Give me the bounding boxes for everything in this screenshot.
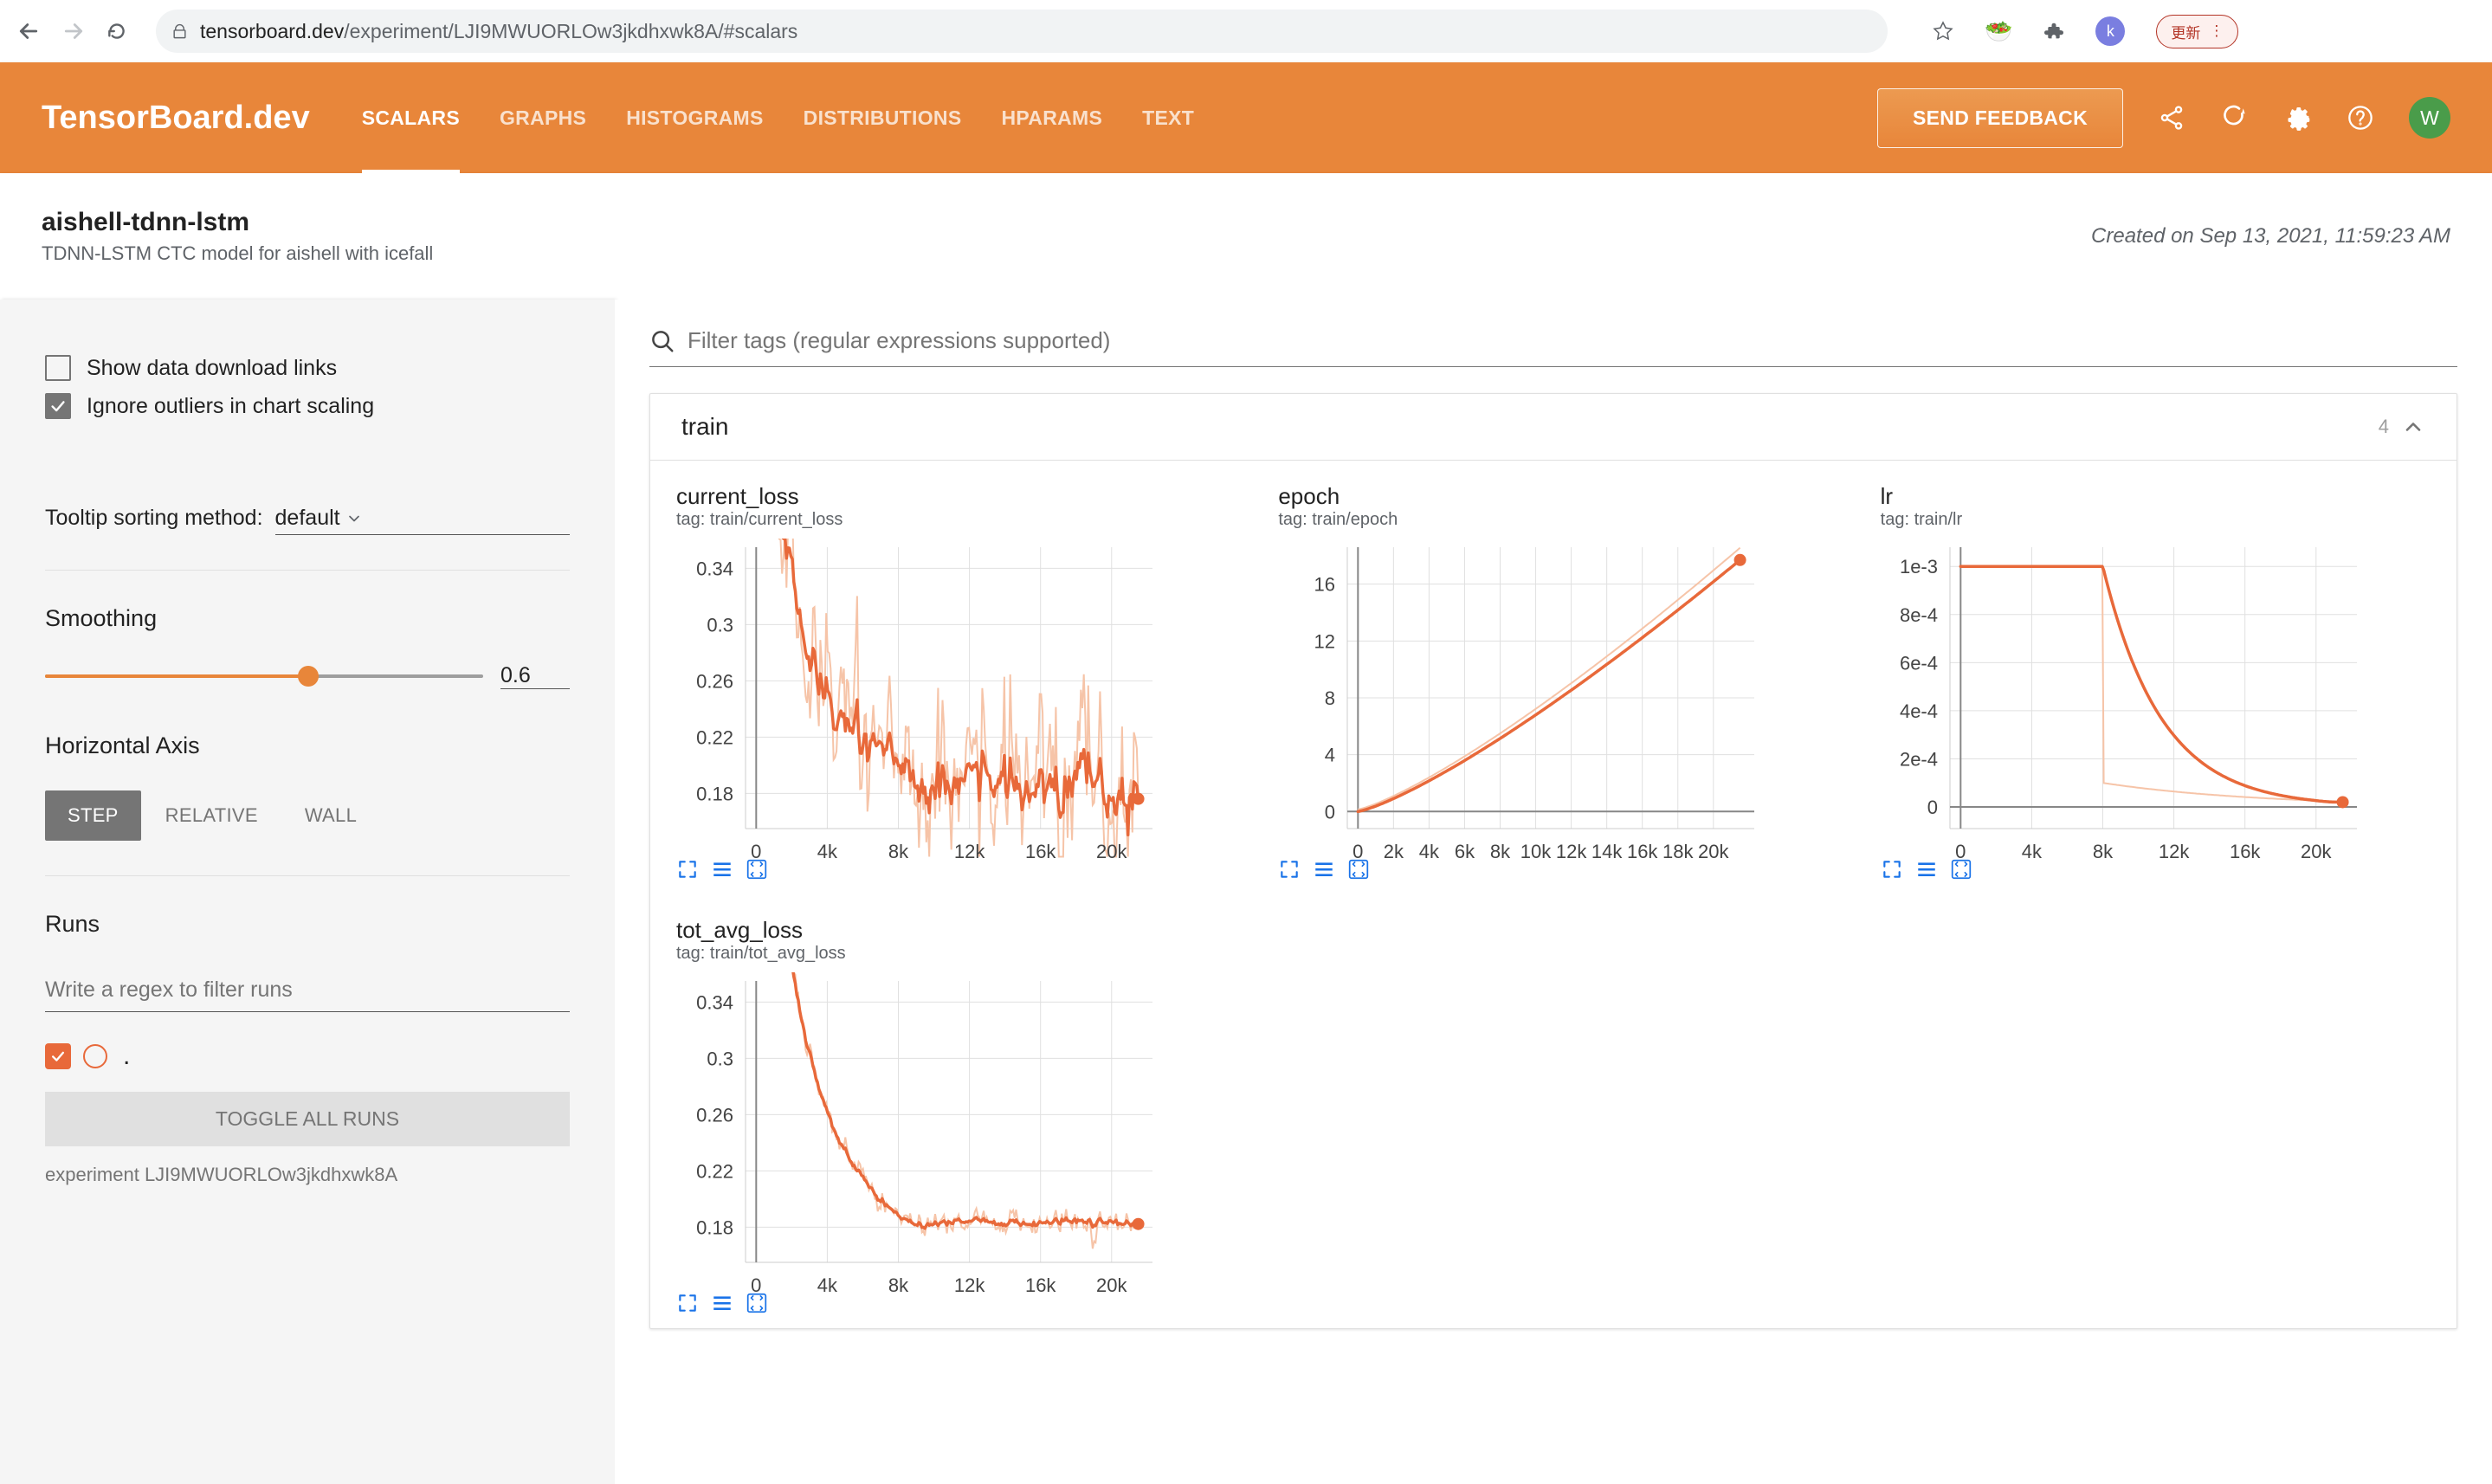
svg-text:2e-4: 2e-4 <box>1900 748 1938 770</box>
svg-text:18k: 18k <box>1662 841 1694 862</box>
svg-text:4k: 4k <box>2021 841 2042 862</box>
svg-text:0.3: 0.3 <box>707 614 733 636</box>
svg-text:2k: 2k <box>1384 841 1404 862</box>
svg-text:12: 12 <box>1314 630 1335 652</box>
svg-text:0.18: 0.18 <box>696 1216 733 1238</box>
svg-text:20k: 20k <box>1698 841 1729 862</box>
svg-text:0.26: 0.26 <box>696 1104 733 1126</box>
svg-text:12k: 12k <box>954 1274 985 1296</box>
svg-text:4k: 4k <box>1419 841 1440 862</box>
svg-text:0: 0 <box>1325 801 1335 823</box>
svg-text:20k: 20k <box>1096 1274 1127 1296</box>
svg-text:4: 4 <box>1325 745 1335 766</box>
svg-text:8k: 8k <box>888 1274 909 1296</box>
svg-text:12k: 12k <box>1556 841 1587 862</box>
svg-text:8e-4: 8e-4 <box>1900 604 1938 626</box>
svg-text:20k: 20k <box>1096 841 1127 862</box>
svg-text:0.34: 0.34 <box>696 991 733 1013</box>
svg-text:0.26: 0.26 <box>696 670 733 692</box>
svg-text:0: 0 <box>1927 797 1937 818</box>
svg-text:4e-4: 4e-4 <box>1900 700 1938 722</box>
svg-text:8k: 8k <box>2093 841 2114 862</box>
svg-text:16k: 16k <box>1025 1274 1056 1296</box>
svg-text:16: 16 <box>1314 574 1335 596</box>
svg-text:4k: 4k <box>817 1274 838 1296</box>
svg-text:0.22: 0.22 <box>696 1160 733 1182</box>
svg-text:0.22: 0.22 <box>696 726 733 748</box>
svg-text:20k: 20k <box>2301 841 2332 862</box>
svg-text:6k: 6k <box>1455 841 1475 862</box>
svg-text:12k: 12k <box>2159 841 2190 862</box>
svg-text:16k: 16k <box>1627 841 1658 862</box>
svg-text:14k: 14k <box>1591 841 1623 862</box>
svg-text:8: 8 <box>1325 687 1335 709</box>
svg-text:12k: 12k <box>954 841 985 862</box>
svg-text:0.18: 0.18 <box>696 783 733 804</box>
svg-text:10k: 10k <box>1520 841 1552 862</box>
svg-text:16k: 16k <box>1025 841 1056 862</box>
svg-text:8k: 8k <box>1490 841 1511 862</box>
svg-text:8k: 8k <box>888 841 909 862</box>
svg-text:16k: 16k <box>2230 841 2261 862</box>
svg-text:0.34: 0.34 <box>696 558 733 579</box>
svg-text:1e-3: 1e-3 <box>1900 556 1938 577</box>
svg-text:6e-4: 6e-4 <box>1900 652 1938 674</box>
svg-text:0.3: 0.3 <box>707 1048 733 1069</box>
svg-text:4k: 4k <box>817 841 838 862</box>
